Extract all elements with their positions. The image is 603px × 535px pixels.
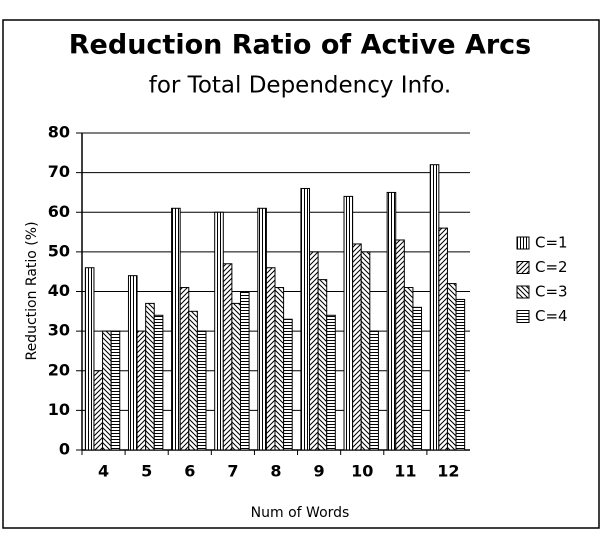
y-tick-label: 20 bbox=[48, 360, 70, 379]
legend-label: C=1 bbox=[535, 234, 568, 252]
x-tick-label: 12 bbox=[437, 462, 459, 481]
legend-swatch bbox=[516, 261, 530, 274]
bar bbox=[196, 330, 207, 451]
bar bbox=[343, 195, 354, 451]
y-tick-label: 0 bbox=[59, 440, 70, 459]
bar bbox=[395, 239, 405, 451]
x-tick-label: 5 bbox=[141, 462, 152, 481]
bar bbox=[153, 314, 164, 451]
bar bbox=[231, 302, 241, 451]
bar bbox=[429, 164, 440, 451]
bar bbox=[446, 283, 457, 451]
bar bbox=[222, 263, 233, 451]
bar bbox=[352, 243, 362, 451]
y-tick-label: 60 bbox=[48, 202, 70, 221]
chart-subtitle: for Total Dependency Info. bbox=[149, 73, 451, 99]
bar bbox=[317, 279, 328, 451]
bar bbox=[369, 330, 379, 451]
bar bbox=[438, 227, 448, 451]
legend-swatch bbox=[516, 236, 530, 250]
bar bbox=[455, 298, 466, 451]
bar bbox=[136, 330, 147, 451]
bar bbox=[257, 207, 267, 451]
bar bbox=[188, 310, 198, 451]
bar bbox=[102, 330, 112, 451]
legend-swatch bbox=[516, 285, 530, 299]
y-tick-label: 40 bbox=[48, 281, 70, 300]
legend-label: C=4 bbox=[535, 307, 568, 325]
bar bbox=[265, 267, 276, 451]
bar bbox=[326, 314, 336, 451]
bar bbox=[300, 187, 311, 451]
bar bbox=[145, 302, 155, 451]
bar bbox=[127, 275, 138, 451]
bar bbox=[179, 287, 190, 451]
bar bbox=[412, 306, 423, 451]
x-tick-label: 11 bbox=[394, 462, 416, 481]
bar bbox=[283, 318, 293, 451]
y-tick-label: 30 bbox=[48, 321, 70, 340]
bar bbox=[360, 251, 371, 451]
x-tick-label: 4 bbox=[98, 462, 109, 481]
x-tick-label: 9 bbox=[314, 462, 325, 481]
legend-swatch bbox=[516, 310, 530, 323]
y-axis-label: Reduction Ratio (%) bbox=[24, 221, 40, 360]
x-tick-label: 6 bbox=[184, 462, 195, 481]
bar bbox=[110, 330, 121, 451]
bar bbox=[84, 267, 95, 451]
x-axis-label: Num of Words bbox=[251, 505, 350, 521]
y-tick-label: 10 bbox=[48, 400, 70, 419]
y-tick-label: 80 bbox=[48, 123, 70, 142]
x-tick-label: 8 bbox=[270, 462, 281, 481]
bar bbox=[93, 370, 104, 451]
bar bbox=[171, 207, 181, 451]
chart-title: Reduction Ratio of Active Arcs bbox=[69, 30, 531, 61]
bar bbox=[309, 251, 319, 451]
y-tick-label: 50 bbox=[48, 241, 70, 260]
y-tick-label: 70 bbox=[48, 162, 70, 181]
bar bbox=[403, 287, 414, 451]
x-tick-label: 10 bbox=[351, 462, 373, 481]
bar bbox=[214, 211, 224, 451]
legend-label: C=3 bbox=[535, 283, 568, 301]
x-tick-label: 7 bbox=[227, 462, 238, 481]
legend-label: C=2 bbox=[535, 258, 568, 276]
bar bbox=[239, 291, 250, 451]
bar bbox=[386, 191, 397, 451]
bar bbox=[274, 287, 285, 451]
